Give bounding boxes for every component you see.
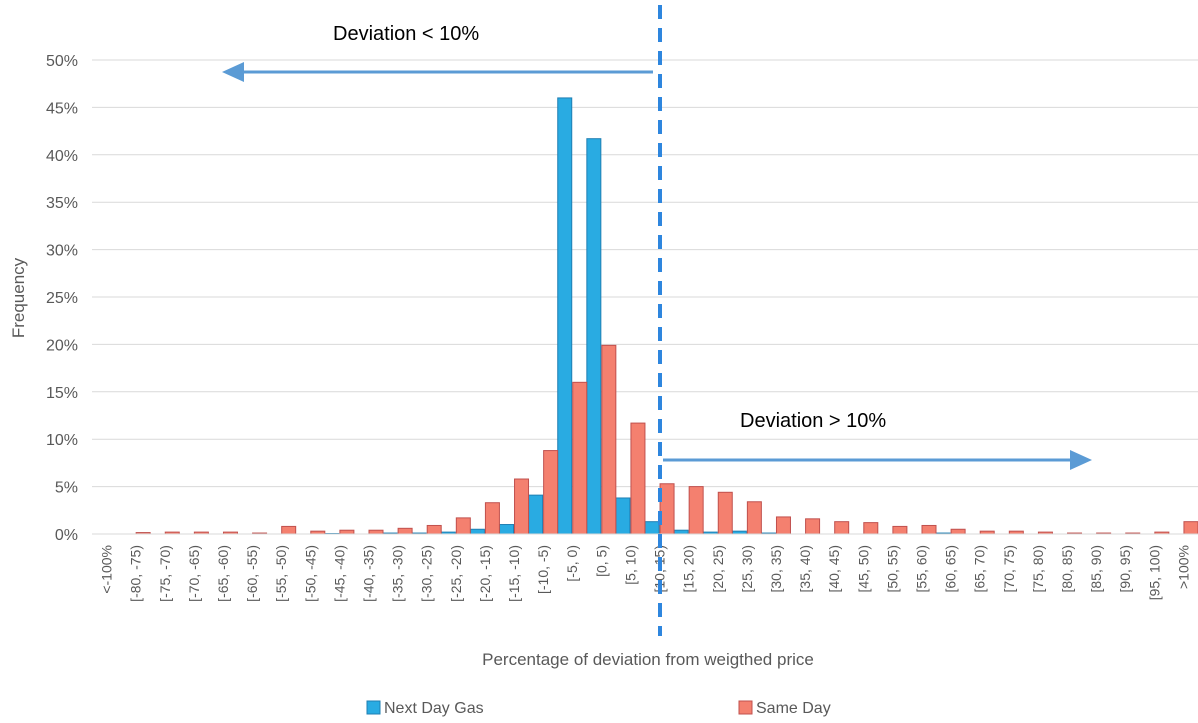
x-tick-label: [-20, -15) [477,545,493,602]
y-tick-label: 25% [46,290,78,307]
x-tick-label: [-70, -65) [186,545,202,602]
bar-same-day-13 [484,502,500,535]
x-tick-label: [-15, -10) [506,545,522,602]
y-axis-ticks: 0% 5% 10% 15% 20% 25% 30% 35% 40% 45% 50% [46,53,78,544]
legend-label-next-day-gas: Next Day Gas [384,700,484,717]
legend: Next Day Gas Same Day [366,700,831,717]
bar-same-day-24 [805,518,821,535]
x-tick-label: [95, 100) [1146,545,1162,600]
bar-next-day-gas-16 [557,97,573,535]
bar-same-day-20 [688,486,704,535]
y-tick-label: 0% [55,527,78,544]
x-tick-label: [-55, -50) [273,545,289,602]
bar-same-day-27 [892,525,908,535]
bar-same-day-22 [746,501,762,535]
x-tick-label: [80, 85) [1059,545,1075,592]
y-axis-title: Frequency [9,257,28,338]
annotation-deviation-greater: Deviation > 10% [740,410,886,432]
bar-same-day-15 [543,450,559,535]
bar-next-day-gas-17 [586,138,602,535]
bar-next-day-gas-13 [469,528,485,535]
bar-same-day-25 [834,521,850,535]
x-tick-label: [0, 5) [593,545,609,577]
bar-next-day-gas-14 [499,524,515,535]
bar-same-day-18 [630,422,646,535]
bar-same-day-9 [368,529,384,535]
bar-same-day-12 [455,517,471,535]
x-tick-label: [5, 10) [622,545,638,585]
x-tick-label: [-30, -25) [419,545,435,602]
bar-same-day-8 [339,529,355,535]
x-tick-label: [55, 60) [914,545,930,592]
x-tick-label: [-35, -30) [390,545,406,602]
x-tick-label: [-5, 0) [564,545,580,582]
x-tick-label: [25, 30) [739,545,755,592]
y-tick-label: 10% [46,432,78,449]
bar-same-day-6 [281,525,297,535]
y-tick-label: 50% [46,53,78,70]
bar-same-day-16 [572,381,588,535]
x-tick-label: [85, 90) [1088,545,1104,592]
x-axis-title: Percentage of deviation from weigthed pr… [482,650,814,669]
y-tick-label: 40% [46,148,78,165]
x-tick-label: [-50, -45) [302,545,318,602]
bar-same-day-11 [426,524,442,535]
annotations: Deviation < 10% Deviation > 10% [222,5,1092,636]
arrow-left-head [222,62,244,82]
x-tick-label: [90, 95) [1117,545,1133,592]
x-tick-label: [-60, -55) [244,545,260,602]
x-tick-label: [-25, -20) [448,545,464,602]
bar-same-day-37 [1183,521,1198,535]
y-tick-label: 45% [46,100,78,117]
y-tick-label: 5% [55,480,78,497]
x-tick-label: [15, 20) [681,545,697,592]
bar-same-day-23 [775,516,791,535]
x-tick-label: [35, 40) [797,545,813,592]
bar-same-day-17 [601,344,617,535]
bar-next-day-gas-20 [673,529,689,535]
x-tick-label: [70, 75) [1001,545,1017,592]
x-tick-label: [60, 65) [943,545,959,592]
x-tick-label: [-45, -40) [331,545,347,602]
x-tick-label: [75, 80) [1030,545,1046,592]
grid-lines [92,59,1198,488]
bar-next-day-gas-15 [528,494,544,535]
legend-label-same-day: Same Day [756,700,831,717]
bar-same-day-26 [863,522,879,535]
y-tick-label: 15% [46,385,78,402]
bars [135,97,1198,535]
legend-swatch-same-day [738,700,753,715]
x-axis-ticks: <-100% [-80, -75) [-75, -70) [-70, -65) [-65… [99,545,1192,602]
x-tick-label: [40, 45) [826,545,842,592]
x-tick-label: [-10, -5) [535,545,551,594]
bar-same-day-10 [397,527,413,535]
y-tick-label: 30% [46,243,78,260]
arrow-right-head [1070,450,1092,470]
x-tick-label: >100% [1175,545,1191,589]
bar-next-day-gas-19 [644,521,660,535]
x-tick-label: <-100% [99,545,115,594]
x-tick-label: [-75, -70) [157,545,173,602]
x-tick-label: [-65, -60) [215,545,231,602]
x-tick-label: [30, 35) [768,545,784,592]
x-tick-label: [20, 25) [710,545,726,592]
x-tick-label: [45, 50) [855,545,871,592]
bar-same-day-19 [659,483,675,535]
y-tick-label: 20% [46,337,78,354]
y-tick-label: 35% [46,195,78,212]
x-tick-label: [65, 70) [972,545,988,592]
x-tick-label: [-40, -35) [361,545,377,602]
x-tick-label: [-80, -75) [128,545,144,602]
bar-same-day-28 [921,524,937,535]
bar-same-day-21 [717,491,733,535]
annotation-deviation-less: Deviation < 10% [333,23,479,45]
bar-same-day-14 [514,478,530,535]
bar-next-day-gas-18 [615,497,631,535]
legend-swatch-next-day-gas [366,700,381,715]
x-tick-label: [50, 55) [884,545,900,592]
bar-same-day-29 [950,528,966,535]
